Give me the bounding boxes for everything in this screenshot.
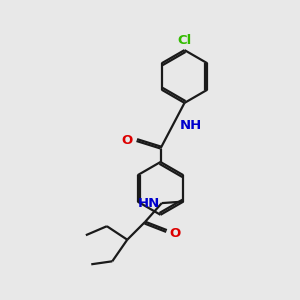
Text: HN: HN [138, 196, 160, 210]
Text: O: O [122, 134, 133, 147]
Text: Cl: Cl [177, 34, 192, 46]
Text: O: O [169, 227, 181, 240]
Text: NH: NH [180, 119, 202, 132]
